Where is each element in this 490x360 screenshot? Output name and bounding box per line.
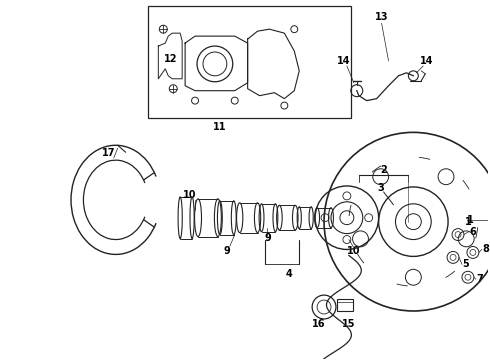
Text: 13: 13 [375,12,389,22]
Polygon shape [158,33,182,79]
Text: 15: 15 [342,319,356,329]
Text: 1: 1 [466,215,473,225]
Text: 16: 16 [312,319,326,329]
Text: 4: 4 [286,269,293,279]
Text: 6: 6 [469,226,476,237]
Text: 5: 5 [463,259,469,269]
Text: 14: 14 [337,56,351,66]
Text: 7: 7 [476,274,483,284]
Text: 17: 17 [102,148,116,158]
Text: 11: 11 [213,122,226,132]
Text: 8: 8 [482,244,489,255]
Text: 10: 10 [183,190,197,200]
Text: 10: 10 [347,247,361,256]
Bar [337,299,353,311]
Text: 3: 3 [377,183,384,193]
Text: 14: 14 [419,56,433,66]
Text: 9: 9 [264,233,271,243]
Polygon shape [247,29,299,99]
Bar [148,6,351,118]
Text: 9: 9 [223,247,230,256]
Text: 2: 2 [380,165,387,175]
Text: 1: 1 [465,217,471,227]
Text: 12: 12 [164,54,177,64]
Polygon shape [185,36,247,91]
